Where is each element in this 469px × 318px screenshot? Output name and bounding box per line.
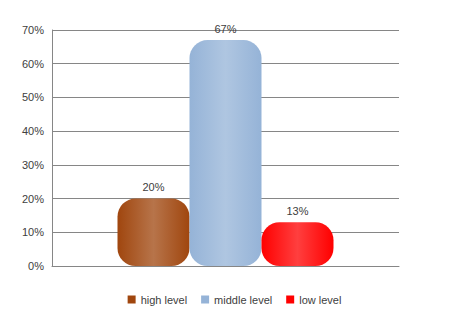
svg-text:13%: 13% [286,205,308,217]
svg-text:20%: 20% [142,181,164,193]
svg-text:0%: 0% [28,260,44,272]
svg-text:low level: low level [299,294,341,306]
svg-text:60%: 60% [22,58,44,70]
svg-text:10%: 10% [22,226,44,238]
svg-text:30%: 30% [22,159,44,171]
svg-text:70%: 70% [22,24,44,36]
svg-text:67%: 67% [214,23,236,35]
svg-text:50%: 50% [22,91,44,103]
svg-text:20%: 20% [22,193,44,205]
svg-text:middle level: middle level [214,294,272,306]
svg-text:high level: high level [141,294,187,306]
svg-text:40%: 40% [22,125,44,137]
